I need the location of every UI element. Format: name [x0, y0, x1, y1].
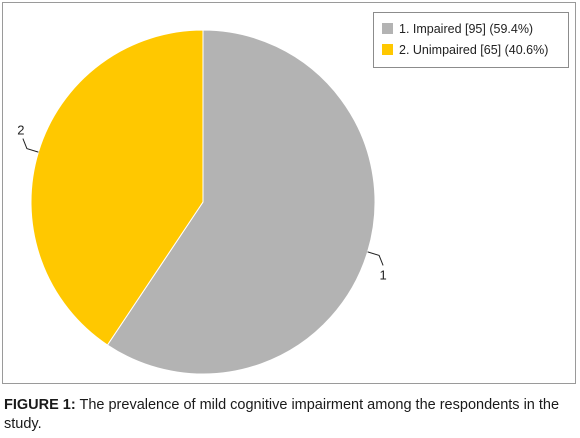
pie-slice-impaired — [106, 29, 376, 375]
legend-label-unimpaired: 2. Unimpaired [65] (40.6%) — [399, 42, 549, 57]
legend: 1. Impaired [95] (59.4%) 2. Unimpaired [… — [373, 12, 569, 68]
legend-swatch-impaired — [382, 23, 393, 34]
pie-slice-unimpaired — [30, 29, 204, 346]
slice-label-1: 1 — [379, 267, 386, 282]
legend-swatch-unimpaired — [382, 44, 393, 55]
slice-label-2: 2 — [17, 123, 24, 138]
caption-text: The prevalence of mild cognitive impairm… — [4, 397, 560, 432]
legend-item-unimpaired: 2. Unimpaired [65] (40.6%) — [382, 39, 568, 60]
leader-line-2 — [22, 138, 39, 153]
caption-label: FIGURE 1: — [4, 397, 76, 413]
figure-caption: FIGURE 1: The prevalence of mild cogniti… — [4, 396, 578, 434]
pie-chart: 12 — [17, 29, 387, 375]
legend-label-impaired: 1. Impaired [95] (59.4%) — [399, 21, 534, 36]
legend-item-impaired: 1. Impaired [95] (59.4%) — [382, 18, 568, 39]
leader-line-1 — [367, 251, 384, 266]
